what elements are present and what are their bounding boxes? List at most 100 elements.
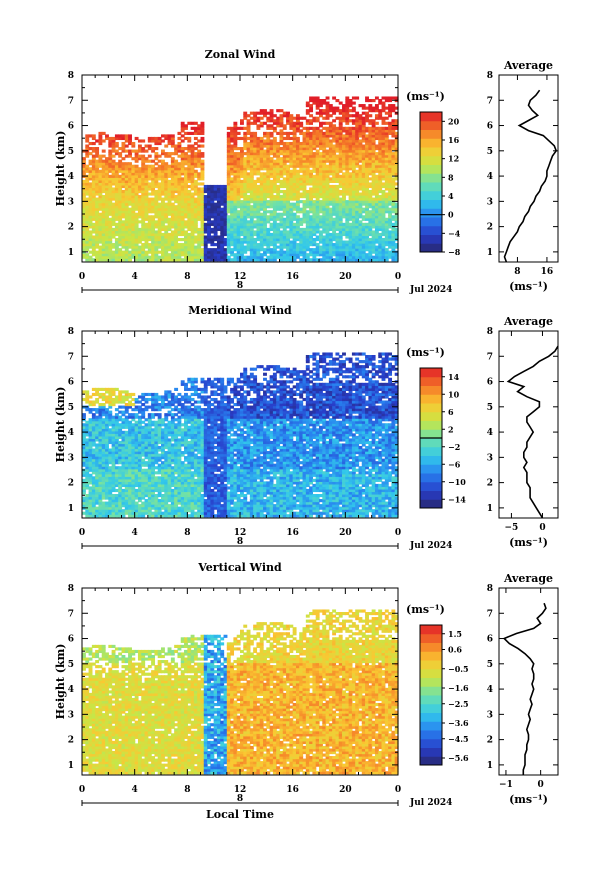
heatmap-cell <box>147 197 152 201</box>
heatmap-cell <box>180 250 185 254</box>
heatmap-cell <box>184 212 188 216</box>
heatmap-cell <box>180 139 185 143</box>
heatmap-cell <box>108 149 113 153</box>
heatmap-cell <box>230 205 235 209</box>
heatmap-cell <box>101 237 106 242</box>
heatmap-cell <box>295 192 300 196</box>
heatmap-cell <box>118 154 123 158</box>
heatmap-cell <box>240 202 244 206</box>
heatmap-cell <box>118 134 123 138</box>
heatmap-cell <box>193 189 198 194</box>
heatmap-cell <box>137 187 142 191</box>
heatmap-cell <box>309 232 314 237</box>
heatmap-cell <box>88 152 93 156</box>
heatmap-cell <box>309 248 314 252</box>
heatmap-cell <box>312 136 317 141</box>
heatmap-cell <box>114 152 119 156</box>
heatmap-cell <box>240 192 244 196</box>
heatmap-cell <box>98 225 103 229</box>
heatmap-cell <box>292 154 297 158</box>
heatmap-cell <box>266 169 271 173</box>
heatmap-cell <box>91 154 96 158</box>
heatmap-cell <box>282 220 287 224</box>
heatmap-cell <box>144 240 149 244</box>
heatmap-cell <box>230 230 235 234</box>
heatmap-cell <box>118 227 123 232</box>
heatmap-cell <box>131 215 136 219</box>
heatmap-cell <box>121 169 126 173</box>
heatmap-cell <box>105 243 109 247</box>
heatmap-cell <box>164 189 169 194</box>
heatmap-cell <box>174 217 179 221</box>
heatmap-cell <box>312 147 317 151</box>
heatmap-cell <box>193 217 198 221</box>
heatmap-cell <box>151 225 156 229</box>
heatmap-cell <box>216 222 221 226</box>
heatmap-cell <box>177 195 182 199</box>
heatmap-cell <box>180 189 185 194</box>
heatmap-cell <box>230 149 235 153</box>
heatmap-cell <box>240 200 244 204</box>
heatmap-cell <box>95 225 100 229</box>
heatmap-cell <box>266 134 271 138</box>
heatmap-cell <box>170 172 175 176</box>
heatmap-cell <box>124 144 129 148</box>
heatmap-cell <box>295 222 300 226</box>
heatmap-cell <box>263 111 267 115</box>
heatmap-cell <box>226 200 231 204</box>
heatmap-cell <box>193 147 198 151</box>
heatmap-cell <box>193 253 198 257</box>
heatmap-cell <box>269 255 274 259</box>
heatmap-cell <box>256 167 261 171</box>
heatmap-cell <box>269 184 274 189</box>
heatmap-cell <box>309 152 314 156</box>
heatmap-cell <box>105 182 109 186</box>
heatmap-cell <box>154 179 159 183</box>
heatmap-cell <box>276 225 281 229</box>
heatmap-cell <box>259 220 264 224</box>
heatmap-cell <box>180 169 185 173</box>
heatmap-cell <box>197 164 202 168</box>
heatmap-cell <box>286 154 290 158</box>
heatmap-cell <box>114 202 119 206</box>
heatmap-cell <box>279 136 284 141</box>
heatmap-cell <box>226 205 231 209</box>
heatmap-cell <box>223 192 228 196</box>
heatmap-cell <box>295 179 300 183</box>
heatmap-cell <box>286 164 290 168</box>
heatmap-cell <box>197 152 202 156</box>
heatmap-cell <box>233 134 238 138</box>
heatmap-cell <box>207 195 211 199</box>
heatmap-cell <box>161 139 165 143</box>
heatmap-cell <box>253 195 258 199</box>
heatmap-cell <box>121 149 126 153</box>
heatmap-cell <box>128 245 132 249</box>
heatmap-cell <box>190 187 195 191</box>
heatmap-cell <box>187 136 192 141</box>
heatmap-cell <box>124 255 129 259</box>
heatmap-cell <box>269 169 274 173</box>
heatmap-cell <box>187 177 192 181</box>
heatmap-cell <box>118 243 123 247</box>
heatmap-cell <box>134 195 139 199</box>
colorbar-segment <box>420 190 442 200</box>
heatmap-cell <box>170 174 175 178</box>
heatmap-cell <box>114 141 119 146</box>
heatmap-cell <box>263 167 267 171</box>
heatmap-cell <box>180 154 185 158</box>
heatmap-cell <box>124 167 129 171</box>
heatmap-cell <box>240 255 244 259</box>
heatmap-cell <box>137 210 142 214</box>
heatmap-cell <box>263 134 267 138</box>
heatmap-cell <box>154 200 159 204</box>
heatmap-cell <box>184 192 188 196</box>
heatmap-cell <box>82 235 86 239</box>
heatmap-cell <box>292 189 297 194</box>
heatmap-cell <box>263 210 267 214</box>
heatmap-cell <box>286 225 290 229</box>
heatmap-cell <box>200 152 205 156</box>
heatmap-cell <box>128 225 132 229</box>
heatmap-cell <box>249 227 254 232</box>
heatmap-cell <box>236 243 241 247</box>
heatmap-cell <box>157 207 162 211</box>
